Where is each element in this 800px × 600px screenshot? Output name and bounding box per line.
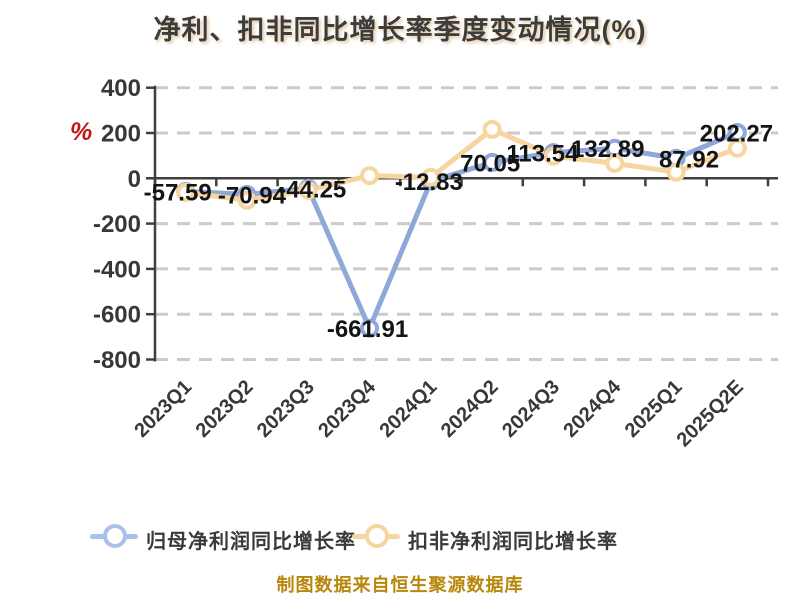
data-point-label: 87.92 [659, 146, 719, 173]
x-axis-category-label: 2024Q1 [376, 376, 442, 442]
data-point-marker [298, 180, 318, 200]
data-point-label: 70.05 [460, 150, 520, 177]
y-axis-tick-label: 400 [101, 75, 141, 102]
data-point-marker [605, 153, 625, 173]
series-line [183, 129, 740, 331]
data-point-label: -57.59 [144, 179, 212, 206]
data-point-marker [666, 162, 686, 182]
x-axis-category-label: 2024Q3 [498, 376, 564, 442]
data-point-label: -661.91 [327, 316, 408, 343]
y-axis-tick-label: -600 [93, 302, 141, 329]
legend-marker-net-profit[interactable] [103, 524, 127, 548]
x-axis-category-label: 2023Q2 [192, 376, 258, 442]
y-axis-tick-label: -400 [93, 256, 141, 283]
data-point-marker [360, 166, 380, 186]
data-source-note: 制图数据来自恒生聚源数据库 [276, 575, 524, 595]
data-point-marker [237, 190, 257, 210]
data-point-marker [176, 182, 196, 202]
x-axis-category-label: 2024Q4 [559, 375, 626, 442]
series-line [183, 126, 740, 203]
legend-item-non-gaap[interactable]: 扣非净利润同比增长率 [408, 531, 618, 553]
chart-title: 净利、扣非同比增长率季度变动情况(%) [153, 15, 647, 45]
y-axis-unit-label: % [70, 118, 93, 146]
data-point-marker [543, 146, 563, 166]
data-point-marker [482, 152, 502, 172]
y-axis-tick-label: -200 [93, 211, 141, 238]
x-axis-category-label: 2025Q2E [673, 376, 748, 451]
data-point-marker [727, 138, 747, 158]
data-point-label: 132.89 [571, 136, 644, 163]
data-point-marker [482, 119, 502, 139]
data-point-label: 202.27 [700, 120, 773, 147]
y-axis-tick-label: -800 [93, 347, 141, 374]
x-axis-category-label: 2023Q1 [130, 376, 196, 442]
data-point-marker [360, 318, 380, 338]
legend-marker-non-gaap[interactable] [365, 524, 389, 548]
legend-item-net-profit[interactable]: 归母净利润同比增长率 [146, 531, 356, 553]
x-axis-category-label: 2024Q2 [437, 376, 503, 442]
y-axis-tick-label: 0 [128, 166, 141, 193]
x-axis-category-label: 2023Q4 [314, 375, 381, 442]
x-axis-category-label: 2023Q3 [253, 376, 319, 442]
data-point-marker [421, 167, 441, 187]
data-point-label: -44.25 [278, 176, 346, 203]
y-axis-tick-label: 200 [101, 121, 141, 148]
data-point-label: -70.94 [218, 182, 287, 209]
data-point-label: 113.54 [506, 141, 579, 168]
data-point-label: -12.83 [395, 169, 463, 196]
